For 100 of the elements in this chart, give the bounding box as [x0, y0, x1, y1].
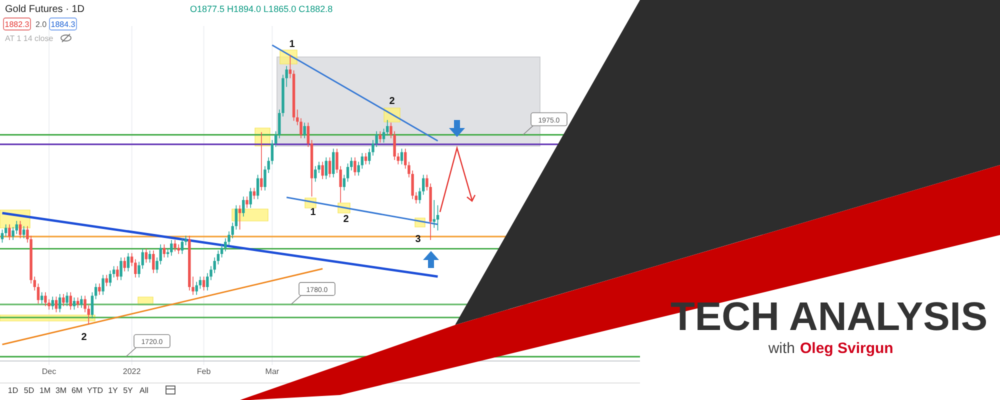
candlestick — [126, 252, 130, 272]
candlestick — [58, 294, 62, 313]
candlestick — [40, 292, 44, 304]
candlestick — [195, 281, 198, 296]
candlestick — [8, 224, 11, 240]
candlestick — [174, 240, 176, 252]
candlestick — [396, 152, 400, 165]
candlestick — [224, 238, 227, 252]
candlestick — [234, 204, 238, 230]
annotation: 2 — [343, 214, 350, 225]
candlestick — [260, 132, 263, 191]
x-tick-label: Feb — [196, 367, 212, 376]
candlestick — [382, 128, 386, 143]
candlestick — [418, 187, 422, 204]
x-tick-label: 2022 — [122, 367, 142, 376]
annotation: 2.0 — [35, 20, 48, 29]
candlestick — [76, 297, 80, 308]
candlestick — [238, 204, 242, 230]
text: Oleg Svirgun — [800, 340, 894, 357]
candlestick — [152, 250, 155, 274]
candlestick — [123, 257, 126, 272]
candlestick — [414, 192, 418, 204]
candlestick — [216, 250, 220, 265]
text: 1Y — [108, 386, 119, 395]
x-tick-label: Mar — [265, 367, 280, 376]
candlestick — [342, 174, 346, 191]
candlestick — [44, 292, 47, 307]
candlestick — [51, 296, 54, 310]
text: TECH ANALYSIS — [670, 295, 988, 339]
candlestick — [249, 187, 252, 208]
candlestick — [306, 122, 310, 148]
text: 3M — [55, 386, 67, 395]
candlestick — [432, 200, 436, 228]
candlestick — [270, 140, 274, 165]
candlestick — [364, 152, 368, 165]
candlestick — [180, 238, 184, 254]
text: 5D — [24, 386, 34, 395]
text: All — [140, 386, 149, 395]
candlestick — [386, 120, 389, 136]
candlestick — [62, 294, 65, 307]
candlestick — [303, 122, 306, 139]
candlestick — [350, 156, 353, 171]
candlestick — [144, 248, 148, 264]
candlestick — [108, 270, 112, 287]
candlestick — [116, 266, 119, 280]
annotation: 1882.3 — [4, 20, 30, 29]
candlestick — [213, 257, 216, 274]
annotation: 1884.3 — [50, 20, 76, 29]
text: O1877.5 H1894.0 L1865.0 C1882.8 — [190, 4, 333, 14]
text: 1D — [8, 386, 18, 395]
candlestick — [94, 283, 98, 300]
candlestick — [80, 295, 83, 308]
text: 5Y — [123, 386, 134, 395]
candlestick — [66, 292, 68, 307]
annotation: 2 — [389, 96, 396, 107]
chart-title: Gold Futures · 1D — [5, 4, 84, 15]
candlestick — [170, 240, 173, 256]
candlestick — [220, 244, 224, 258]
text: 6M — [71, 386, 83, 395]
candlestick — [288, 54, 292, 79]
candlestick — [102, 274, 104, 296]
candlestick — [18, 220, 22, 239]
candlestick — [54, 296, 58, 313]
candlestick — [332, 148, 335, 178]
candlestick — [15, 220, 18, 234]
candlestick — [354, 156, 356, 176]
candlestick — [328, 156, 332, 178]
candlestick — [246, 196, 248, 208]
candlestick — [22, 226, 26, 239]
annotation: 3 — [415, 234, 422, 245]
text: with — [767, 340, 795, 357]
candlestick — [130, 252, 134, 267]
candlestick — [112, 266, 116, 278]
candlestick — [360, 152, 364, 170]
candlestick — [357, 161, 360, 176]
candlestick — [120, 257, 122, 280]
candlestick — [346, 163, 350, 182]
candlestick — [242, 196, 245, 217]
candlestick — [256, 174, 260, 200]
candlestick — [184, 235, 188, 246]
x-tick-label: Dec — [42, 367, 56, 376]
candlestick — [274, 130, 278, 148]
annotation: 2 — [81, 332, 88, 343]
candlestick — [134, 258, 137, 278]
candlestick — [98, 283, 101, 296]
candlestick — [324, 156, 328, 180]
candlestick — [400, 148, 404, 165]
candlestick — [69, 292, 72, 310]
candlestick — [90, 292, 94, 319]
candlestick — [198, 276, 202, 290]
candlestick — [0, 229, 4, 244]
annotation: AT 1 14 close — [5, 34, 54, 43]
candlestick — [321, 161, 324, 180]
annotation: 1 — [289, 39, 296, 50]
text: 1M — [39, 386, 51, 395]
annotation: 1 — [310, 207, 316, 218]
candlestick — [162, 244, 166, 258]
candlestick — [436, 204, 440, 231]
candlestick — [202, 276, 206, 291]
candlestick — [314, 166, 317, 182]
